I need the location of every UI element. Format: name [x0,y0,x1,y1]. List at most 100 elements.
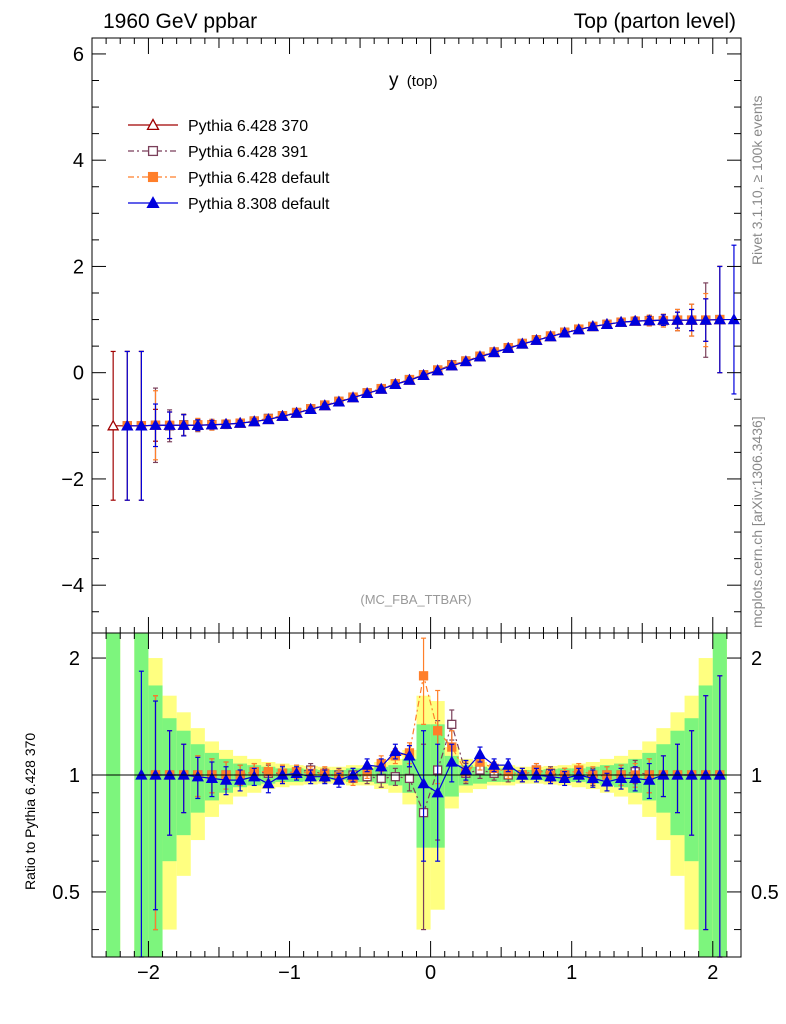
ratio-data-point [502,758,515,770]
main-data-point [403,373,416,385]
legend-label: Pythia 6.428 default [188,170,330,187]
main-data-point [346,391,360,403]
ratio-data-point [433,726,443,736]
ratio-ytick-label-right: 2 [751,648,762,670]
main-data-point [135,419,148,431]
ratio-data-point [262,777,275,789]
ratio-data-point [361,758,374,770]
main-data-point [544,330,557,342]
ratio-data-point [389,745,402,757]
legend: Pythia 6.428 370 Pythia 6.428 391 Pythia 6… [128,118,330,213]
ratio-data-point [375,760,388,772]
ratio-data-point [473,748,487,760]
main-data-point [699,313,712,325]
main-data-point [445,359,458,371]
main-title-suffix: (top) [407,73,438,90]
main-data-point [713,313,726,325]
ratio-data-point [544,770,557,782]
ratio-ylabel: Ratio to Pythia 6.428 370 [22,733,38,890]
ratio-data-point [234,773,247,785]
main-data-point [459,355,472,367]
ratio-data-point [600,775,614,787]
main-data-point [516,337,529,349]
main-data-point [163,418,176,430]
main-data-point [121,419,134,431]
main-plot-area [107,244,741,501]
ratio-data-point [219,773,233,785]
main-series-pythia-6-428-default [122,265,725,501]
ratio-data-point [248,770,261,782]
main-ytick-label: 6 [73,44,84,66]
ratio-data-point [418,671,429,681]
main-data-point [473,350,487,362]
ratio-data-point [431,786,444,798]
main-data-point [487,346,501,358]
ratio-data-point [304,770,317,782]
main-data-point [318,399,331,411]
main-data-point [600,318,614,329]
ratio-ytick-label-right: 0.5 [751,882,779,904]
legend-label: Pythia 6.428 391 [188,144,308,161]
main-data-point [558,326,571,338]
ratio-ytick-label-right: 1 [751,765,762,787]
legend-marker [147,171,159,183]
ratio-band-inner [106,633,121,957]
main-series-pythia-8-308-default [121,244,741,501]
ratio-ytick-label-left: 2 [69,648,80,670]
ratio-data-point [445,755,458,767]
ratio-data-point [558,772,571,784]
ratio-data-point [403,749,416,761]
ratio-data-point [586,772,599,784]
ratio-data-point [629,772,642,784]
legend-item-pythia-6-428-391: Pythia 6.428 391 [128,144,308,161]
main-ytick-label: −2 [61,469,84,491]
legend-item-pythia-6-428-default: Pythia 6.428 default [128,170,330,187]
main-data-point [572,323,585,335]
legend-marker [146,196,160,209]
main-data-point [191,418,204,430]
main-series-pythia-6-428-370 [107,265,726,501]
main-ytick-label: 4 [73,150,84,172]
main-data-point [431,364,444,376]
main-ytick-label: 2 [73,256,84,278]
main-ytick-label: −4 [61,575,84,597]
main-data-point [332,395,346,407]
main-data-point [276,409,289,421]
main-data-point [375,382,388,394]
legend-label: Pythia 8.308 default [188,196,330,213]
main-data-point [361,387,374,399]
ratio-data-point [614,772,628,784]
main-data-point [629,314,642,326]
main-title-symbol: y [389,70,399,91]
analysis-watermark: (MC_FBA_TTBAR) [360,592,471,607]
ratio-data-point [404,773,415,784]
main-data-point [389,378,402,390]
ratio-data-point [459,763,472,775]
ratio-data-point [332,773,346,785]
ratio-ytick-label-left: 0.5 [52,882,80,904]
main-series-pythia-6-428-391 [122,265,725,501]
main-data-point [586,320,599,332]
ratio-data-point [376,773,386,784]
main-data-point [149,418,162,430]
ratio-xtick-label: 0 [425,962,436,984]
legend-marker [146,118,160,131]
main-data-point [219,417,233,429]
ratio-xtick-label: 2 [707,962,718,984]
main-data-point [614,315,628,327]
legend-item-pythia-8-308-default: Pythia 8.308 default [128,196,330,213]
ratio-xtick-label: −2 [137,962,160,984]
main-data-point [417,369,430,380]
ratio-data-point [487,758,501,770]
main-data-point [643,314,656,326]
legend-marker [147,145,159,157]
main-series-line [113,318,720,427]
legend-item-pythia-6-428-370: Pythia 6.428 370 [128,118,308,135]
main-data-point [290,406,303,418]
main-data-point [530,333,543,345]
ratio-data-point [318,770,331,782]
main-data-point [502,341,515,353]
main-data-point [177,418,190,430]
header-right: Top (parton level) [574,10,736,33]
